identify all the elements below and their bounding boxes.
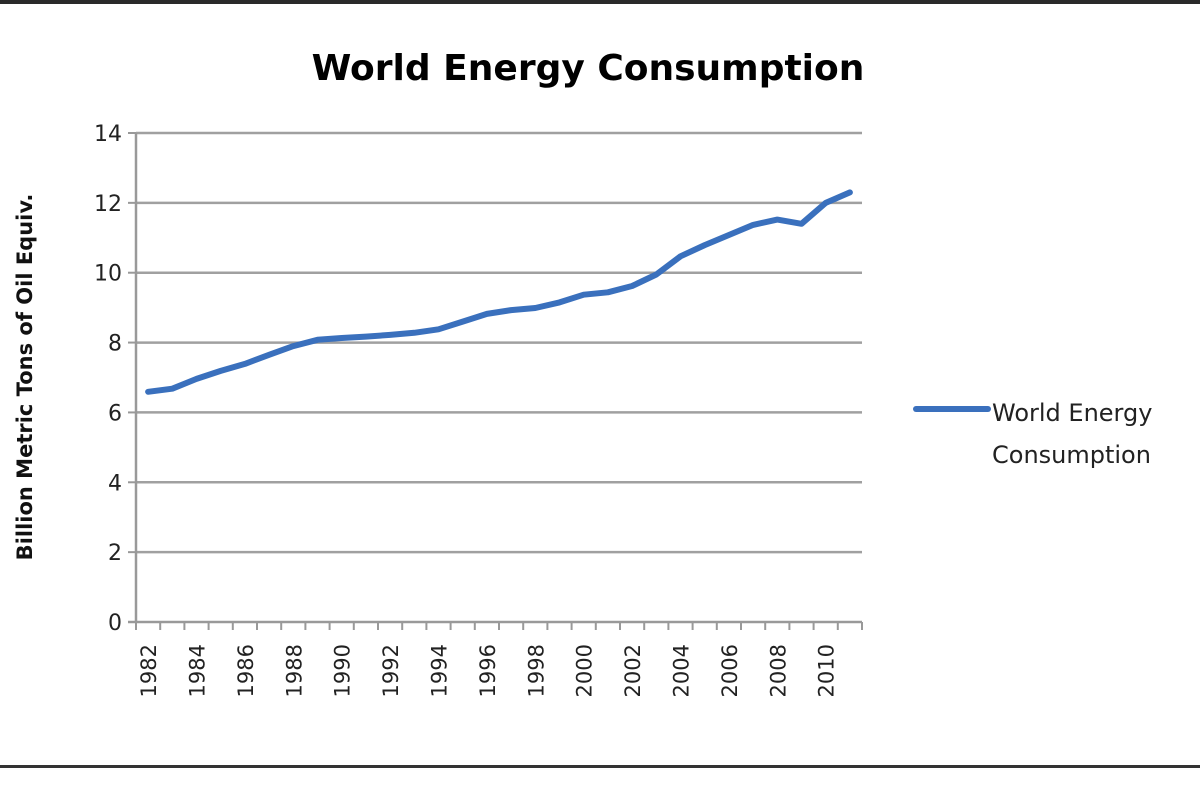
x-tick-label: 1982 [137, 644, 161, 697]
x-tick-label: 2008 [766, 644, 790, 697]
x-tick-label: 1988 [282, 644, 306, 697]
x-tick-label: 2002 [621, 644, 645, 697]
x-tick-label: 1986 [234, 644, 258, 697]
top-border [0, 0, 1200, 4]
x-tick-label: 1998 [524, 644, 548, 697]
x-tick-label: 1990 [331, 644, 355, 697]
x-tick-label: 1992 [379, 644, 403, 697]
y-tick-labels: 0 2 4 6 8 10 12 14 [94, 122, 122, 636]
legend-label-line2: Consumption [992, 441, 1151, 469]
x-tick-label: 2010 [815, 644, 839, 697]
x-tick-label: 1994 [428, 644, 452, 697]
x-tick-label: 1984 [186, 644, 210, 697]
x-tick-labels: 1982 1984 1986 1988 1990 1992 1994 1996 1998 2000… [137, 644, 839, 697]
bottom-border [0, 765, 1200, 768]
legend: World Energy Consumption [913, 399, 1152, 469]
y-tick-label: 10 [94, 262, 122, 287]
chart-title: World Energy Consumption [312, 48, 865, 89]
x-tick-label: 2000 [573, 644, 597, 697]
y-tick-label: 14 [94, 122, 122, 147]
y-tick-label: 4 [108, 471, 122, 496]
x-tick-label: 2004 [670, 644, 694, 697]
x-tick-label: 2006 [718, 644, 742, 697]
legend-label-line1: World Energy [992, 399, 1152, 427]
series-group [145, 189, 853, 395]
y-tick-label: 0 [108, 611, 122, 636]
y-tick-label: 2 [108, 541, 122, 566]
y-tick-label: 8 [108, 332, 122, 357]
y-tick-label: 12 [94, 192, 122, 217]
y-axis-label: Billion Metric Tons of Oil Equiv. [13, 194, 37, 561]
axes [128, 132, 863, 630]
series-line [145, 189, 853, 395]
y-tick-label: 6 [108, 401, 122, 426]
gridlines [136, 131, 862, 554]
x-tick-label: 1996 [476, 644, 500, 697]
